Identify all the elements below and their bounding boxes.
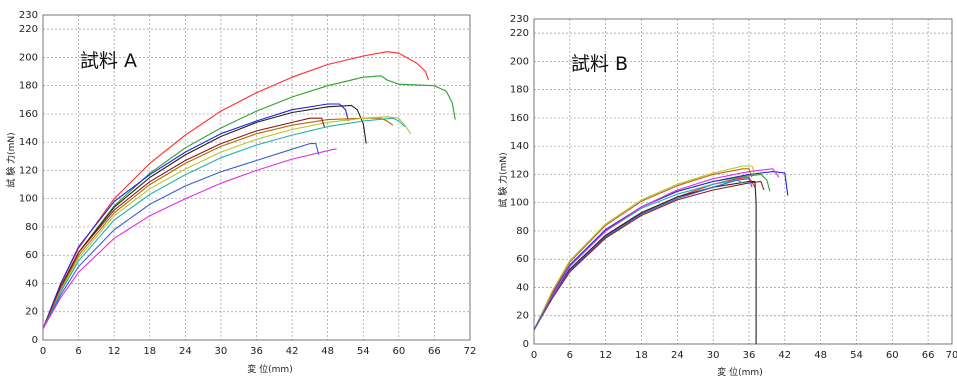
x-tick-label: 0 (531, 350, 537, 361)
series-line-10 (42, 148, 337, 329)
y-tick-label: 200 (510, 56, 529, 67)
x-tick-label: 48 (321, 346, 334, 357)
sample-label: 試料 B (571, 53, 628, 75)
chart-panel-sample-a: 0 6 12 18 24 30 36 42 48 54 60 66 72 0 20 40 60 80 100 120 1… (0, 0, 478, 376)
y-tick-label: 80 (516, 226, 529, 237)
y-axis-label: 試 験 力(mN) (5, 132, 17, 187)
y-tick-label: 140 (19, 137, 38, 148)
y-tick-label: 80 (25, 222, 38, 233)
y-tick-label: 40 (516, 282, 529, 293)
x-tick-label: 42 (286, 346, 299, 357)
sample-label: 試料 A (80, 50, 137, 72)
series-line-5 (42, 117, 394, 329)
y-tick-label: 120 (19, 165, 38, 176)
x-axis-label: 変 位(mm) (247, 363, 292, 375)
x-tick-label: 48 (814, 350, 827, 361)
series-line-5 (533, 168, 753, 331)
y-tick-label: 100 (510, 198, 529, 209)
series-line-10 (533, 178, 753, 331)
series-line-1 (42, 51, 430, 329)
y-tick-label: 160 (19, 109, 38, 120)
x-tick-label: 0 (40, 346, 46, 357)
x-tick-label: 42 (778, 350, 791, 361)
y-tick-label: 20 (516, 311, 529, 322)
y-tick-label: 220 (510, 28, 529, 39)
y-tick-label: 0 (32, 335, 38, 346)
x-tick-label: 6 (75, 346, 81, 357)
series-line-8 (42, 117, 406, 329)
x-tick-label: 66 (428, 346, 441, 357)
x-tick-label: 60 (392, 346, 405, 357)
x-tick-label: 36 (250, 346, 263, 357)
chart-sample-a: 0 6 12 18 24 30 36 42 48 54 60 66 72 0 20 40 60 80 100 120 1… (5, 10, 477, 375)
x-tick-label: 54 (850, 350, 863, 361)
series-line-7 (42, 117, 326, 329)
series-line-4 (42, 104, 367, 329)
series-line-2 (533, 173, 771, 331)
series-line-9 (533, 180, 765, 331)
x-tick-label: 72 (464, 346, 477, 357)
series-line-3 (42, 103, 349, 329)
x-tick-label: 18 (635, 350, 648, 361)
series-line-2 (42, 75, 456, 329)
y-tick-label: 160 (510, 113, 529, 124)
y-tick-label: 60 (25, 250, 38, 261)
series-line-3 (533, 171, 789, 331)
y-tick-label: 60 (516, 254, 529, 265)
x-tick-label: 24 (671, 350, 684, 361)
chart-panel-sample-b: 0 6 12 18 24 30 36 42 48 54 60 66 70 0 20 40 60 80 100 120 1… (488, 0, 957, 376)
x-tick-label: 12 (599, 350, 612, 361)
chart-sample-b: 0 6 12 18 24 30 36 42 48 54 60 66 70 0 20 40 60 80 100 120 1… (497, 14, 957, 376)
y-tick-label: 0 (523, 339, 529, 350)
y-tick-label: 180 (510, 85, 529, 96)
y-tick-label: 120 (510, 169, 529, 180)
y-tick-label: 220 (19, 24, 38, 35)
x-tick-label: 18 (143, 346, 156, 357)
series-line-8 (533, 168, 780, 331)
series-line-9 (42, 143, 320, 329)
y-axis-label: 試 験 力(mN) (497, 152, 509, 207)
y-tick-label: 230 (19, 10, 38, 21)
x-tick-label: 30 (707, 350, 720, 361)
x-tick-label: 6 (567, 350, 573, 361)
y-tick-label: 230 (510, 14, 529, 25)
y-tick-label: 200 (19, 52, 38, 63)
x-tick-label: 36 (743, 350, 756, 361)
x-tick-label: 66 (922, 350, 935, 361)
y-tick-label: 100 (19, 194, 38, 205)
y-tick-label: 40 (25, 278, 38, 289)
plot-frame (533, 18, 953, 345)
series-line-6 (533, 165, 756, 331)
x-tick-label: 30 (215, 346, 228, 357)
x-tick-label: 12 (108, 346, 121, 357)
y-tick-label: 180 (19, 81, 38, 92)
x-tick-label: 24 (179, 346, 192, 357)
x-axis-label: 変 位(mm) (717, 366, 762, 376)
x-tick-label: 60 (886, 350, 899, 361)
x-tick-label: 70 (946, 350, 957, 361)
series-line-6 (42, 116, 412, 329)
plot-frame (42, 14, 471, 341)
x-tick-label: 54 (357, 346, 370, 357)
y-tick-label: 20 (25, 307, 38, 318)
y-tick-label: 140 (510, 141, 529, 152)
